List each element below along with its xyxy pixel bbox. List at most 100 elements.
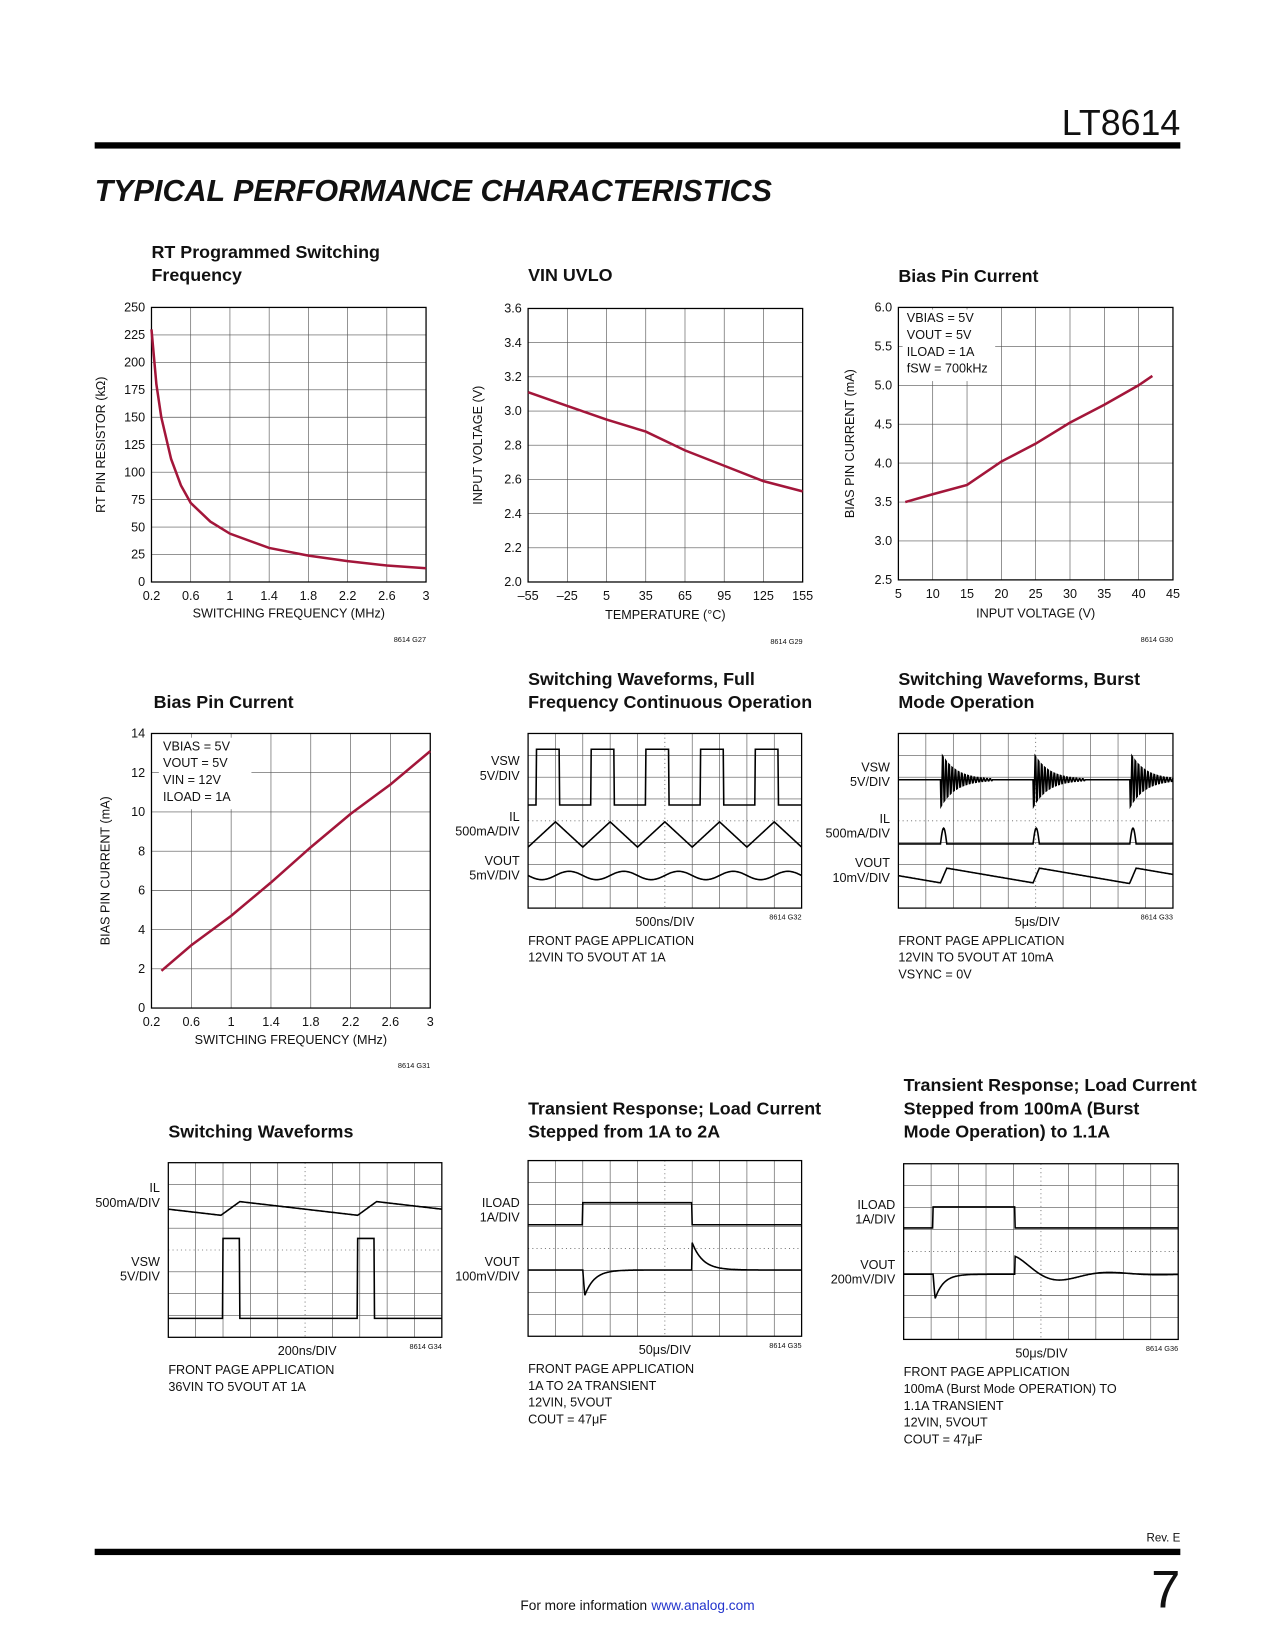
header-rule (94, 142, 1181, 149)
x-tick-label: 65 (678, 589, 692, 603)
scope-title: Switching Waveforms, Full Frequency Cont… (528, 669, 812, 712)
x-tick-label: 2.2 (339, 589, 357, 603)
y-axis-label: BIAS PIN CURRENT (mA) (98, 796, 112, 945)
y-tick-label: 6.0 (875, 301, 893, 315)
y-tick-label: 2.2 (504, 541, 522, 555)
condition-note: ILOAD = 1A (163, 790, 231, 804)
figure-id: 8614 G30 (1141, 635, 1173, 644)
y-tick-label: 150 (124, 410, 145, 424)
channel-name: VOUT (860, 1258, 895, 1272)
condition-note: fSW = 700kHz (907, 362, 988, 376)
caption-line: 12VIN TO 5VOUT AT 1A (528, 951, 666, 965)
waveform-trace (528, 748, 802, 806)
y-tick-label: 3.2 (504, 370, 522, 384)
y-tick-label: 125 (124, 438, 145, 452)
caption-line: 12VIN TO 5VOUT AT 10mA (898, 951, 1054, 965)
y-tick-label: 3.4 (504, 336, 522, 350)
channel-name: VOUT (855, 856, 890, 870)
channel-name: VOUT (485, 854, 520, 868)
x-tick-label: 2.6 (378, 589, 396, 603)
x-tick-label: 5 (895, 587, 902, 601)
channel-scale: 500mA/DIV (455, 825, 520, 839)
caption-line: FRONT PAGE APPLICATION (904, 1365, 1070, 1379)
y-tick-label: 5.0 (875, 378, 893, 392)
plot-frame (897, 306, 1174, 581)
y-tick-label: 3.6 (504, 302, 522, 316)
channel-scale: 10mV/DIV (833, 871, 891, 885)
figure-id: 8614 G29 (770, 637, 802, 646)
caption-line: 12VIN, 5VOUT (904, 1416, 988, 1430)
caption-line: VSYNC = 0V (898, 968, 972, 982)
y-tick-label: 0 (138, 1001, 145, 1015)
y-tick-label: 12 (131, 766, 145, 780)
channel-scale: 5V/DIV (850, 775, 891, 789)
channel-name: ILOAD (857, 1198, 895, 1212)
waveform-trace (527, 820, 803, 849)
channel-name: IL (149, 1181, 160, 1195)
section-title: TYPICAL PERFORMANCE CHARACTERISTICS (95, 174, 773, 208)
y-axis-label: INPUT VOLTAGE (V) (471, 386, 485, 505)
caption-line: 1.1A TRANSIENT (904, 1399, 1004, 1413)
y-tick-label: 4.0 (875, 456, 893, 470)
x-tick-label: –55 (518, 589, 539, 603)
figure-id: 8614 G34 (410, 1342, 442, 1351)
y-tick-label: 25 (131, 548, 145, 562)
chart-title: Bias Pin Current (154, 692, 294, 712)
waveform-trace (168, 1200, 442, 1217)
x-tick-label: 3 (427, 1015, 434, 1029)
footer-text: For more information www.analog.com (520, 1598, 754, 1613)
x-tick-label: 1.8 (300, 589, 318, 603)
x-axis-label: TEMPERATURE (°C) (605, 608, 725, 622)
channel-scale: 500mA/DIV (95, 1196, 160, 1210)
waveform-trace (903, 1206, 1179, 1229)
channel-scale: 5V/DIV (480, 769, 521, 783)
x-tick-label: 5 (603, 589, 610, 603)
x-tick-label: 25 (1029, 587, 1043, 601)
plot-frame (527, 307, 804, 583)
x-tick-label: 35 (639, 589, 653, 603)
x-tick-label: 15 (960, 587, 974, 601)
condition-note: VBIAS = 5V (907, 311, 975, 325)
y-tick-label: 75 (131, 493, 145, 507)
timebase: 50μs/DIV (639, 1343, 692, 1357)
condition-note: VOUT = 5V (163, 756, 228, 770)
scope-frame (897, 732, 1174, 909)
scope-title: Transient Response; Load Current Stepped… (904, 1075, 1202, 1141)
y-tick-label: 175 (124, 383, 145, 397)
timebase: 200ns/DIV (278, 1344, 337, 1358)
page-number: 7 (1151, 1561, 1180, 1620)
waveform-trace (903, 1255, 1179, 1299)
part-number: LT8614 (1062, 103, 1181, 143)
info-text: For more information (520, 1598, 647, 1613)
figure-id: 8614 G27 (394, 635, 426, 644)
y-tick-label: 4.5 (875, 417, 893, 431)
x-tick-label: 20 (994, 587, 1008, 601)
y-tick-label: 50 (131, 520, 145, 534)
x-tick-label: 0.2 (143, 1015, 161, 1029)
caption-line: 1A TO 2A TRANSIENT (528, 1379, 657, 1393)
waveform-trace (528, 1242, 802, 1296)
figure-id: 8614 G35 (769, 1341, 801, 1350)
chart-title: Bias Pin Current (898, 266, 1038, 286)
channel-scale: 500mA/DIV (825, 827, 890, 841)
x-tick-label: 1.4 (260, 589, 278, 603)
channel-name: VSW (861, 760, 890, 774)
scope-frame (527, 1159, 803, 1337)
x-axis-label: INPUT VOLTAGE (V) (976, 607, 1095, 621)
condition-note: VOUT = 5V (907, 328, 972, 342)
channel-name: VSW (491, 754, 520, 768)
caption-line: FRONT PAGE APPLICATION (528, 1362, 694, 1376)
x-tick-label: 40 (1132, 587, 1146, 601)
x-tick-label: 3 (423, 589, 430, 603)
website-link[interactable]: www.analog.com (650, 1598, 754, 1613)
channel-name: VSW (131, 1255, 160, 1269)
caption-line: FRONT PAGE APPLICATION (898, 934, 1064, 948)
caption-line: FRONT PAGE APPLICATION (168, 1363, 334, 1377)
figure-id: 8614 G33 (1141, 913, 1173, 922)
channel-name: IL (509, 810, 520, 824)
scope-title: Transient Response; Load Current Stepped… (528, 1098, 826, 1141)
x-tick-label: 35 (1097, 587, 1111, 601)
scope-title: Switching Waveforms, Burst Mode Operatio… (898, 669, 1145, 712)
data-line (160, 750, 432, 972)
